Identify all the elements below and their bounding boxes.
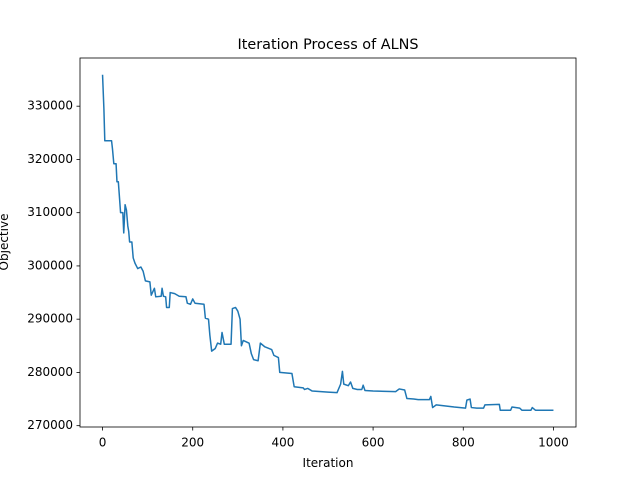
x-tick-label: 400	[271, 436, 294, 450]
x-tick-label: 200	[181, 436, 204, 450]
x-tick-label: 0	[99, 436, 107, 450]
data-line	[101, 74, 554, 411]
y-tick-label: 280000	[27, 365, 73, 379]
plot-frame	[79, 57, 577, 428]
y-tick-label: 310000	[27, 205, 73, 219]
y-tick-label: 270000	[27, 418, 73, 432]
x-tick-label: 1000	[538, 436, 569, 450]
y-tick-label: 300000	[27, 258, 73, 272]
x-axis-label: Iteration	[303, 456, 354, 470]
x-tick-label: 800	[452, 436, 475, 450]
y-axis-label: Objective	[0, 214, 11, 271]
y-tick-label: 330000	[27, 99, 73, 113]
y-tick-label: 320000	[27, 152, 73, 166]
y-tick-label: 290000	[27, 312, 73, 326]
x-tick-label: 600	[362, 436, 385, 450]
chart-title: Iteration Process of ALNS	[238, 37, 419, 53]
